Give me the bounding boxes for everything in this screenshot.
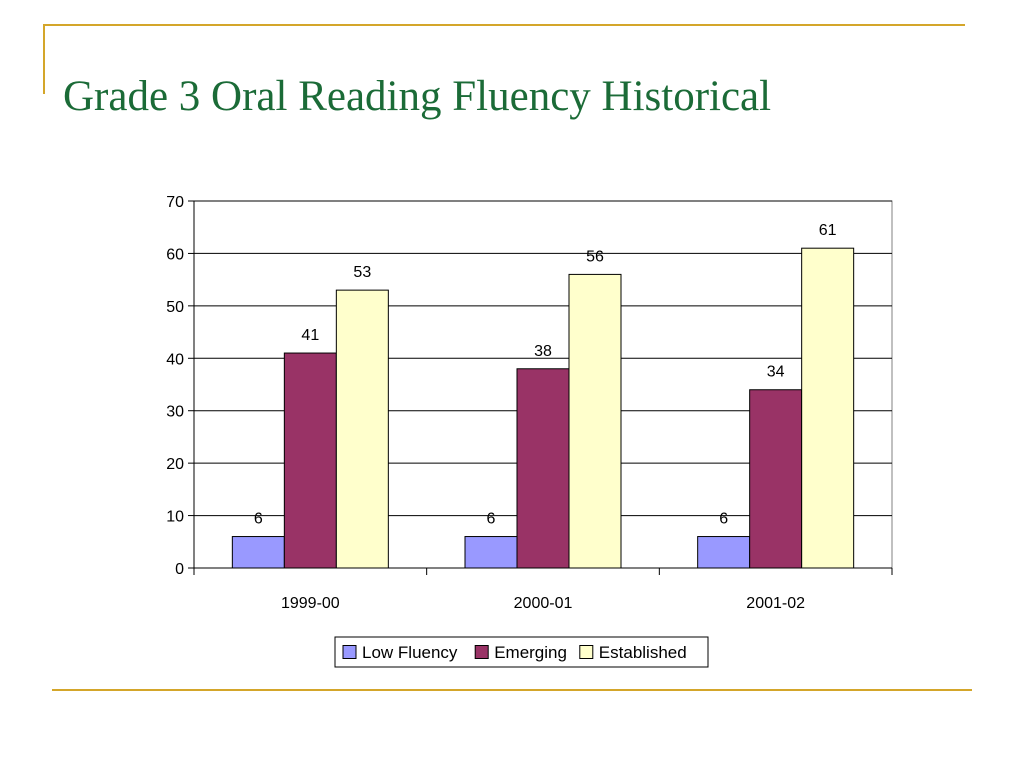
legend: Low Fluency Emerging Established bbox=[334, 636, 709, 668]
data-label: 61 bbox=[819, 222, 837, 239]
bar-emerging bbox=[516, 368, 570, 569]
labels: 0 10 20 30 40 50 60 70 1999-00 6 41 53 2000-01 6 38 56 2… bbox=[166, 194, 836, 612]
y-tick-label: 50 bbox=[166, 299, 184, 316]
data-label: 34 bbox=[767, 364, 785, 381]
x-category-label: 2000-01 bbox=[514, 595, 573, 612]
data-label: 56 bbox=[586, 248, 604, 265]
legend-swatch bbox=[342, 645, 357, 659]
bar-low-fluency bbox=[697, 536, 751, 569]
title-top-rule bbox=[43, 24, 965, 26]
legend-box bbox=[334, 636, 709, 668]
legend-swatch bbox=[474, 645, 489, 659]
y-tick-label: 0 bbox=[175, 561, 184, 578]
bar-emerging bbox=[749, 389, 803, 569]
data-label: 53 bbox=[353, 264, 371, 281]
data-label: 38 bbox=[534, 343, 552, 360]
x-category-label: 2001-02 bbox=[746, 595, 805, 612]
data-label: 6 bbox=[487, 511, 496, 528]
y-tick-label: 10 bbox=[166, 509, 184, 526]
legend-label: Low Fluency bbox=[362, 643, 458, 662]
legend-label: Emerging bbox=[494, 643, 567, 662]
bars bbox=[231, 247, 855, 569]
bar-established bbox=[568, 273, 622, 569]
y-tick-label: 30 bbox=[166, 404, 184, 421]
axes bbox=[188, 200, 893, 575]
bar-emerging bbox=[283, 352, 337, 569]
bar-established bbox=[335, 289, 389, 569]
y-tick-label: 60 bbox=[166, 246, 184, 263]
y-tick-label: 70 bbox=[166, 194, 184, 211]
footer-rule bbox=[52, 689, 972, 691]
bar-established bbox=[801, 247, 855, 569]
data-label: 41 bbox=[301, 327, 319, 344]
y-tick-label: 20 bbox=[166, 456, 184, 473]
x-category-label: 1999-00 bbox=[281, 595, 340, 612]
legend-swatch bbox=[579, 645, 594, 659]
bar-low-fluency bbox=[464, 536, 518, 569]
data-label: 6 bbox=[719, 511, 728, 528]
data-label: 6 bbox=[254, 511, 263, 528]
y-tick-label: 40 bbox=[166, 351, 184, 368]
bar-low-fluency bbox=[231, 536, 285, 569]
legend-label: Established bbox=[599, 643, 687, 662]
slide-title: Grade 3 Oral Reading Fluency Historical bbox=[63, 73, 772, 120]
title-left-rule bbox=[43, 24, 45, 94]
